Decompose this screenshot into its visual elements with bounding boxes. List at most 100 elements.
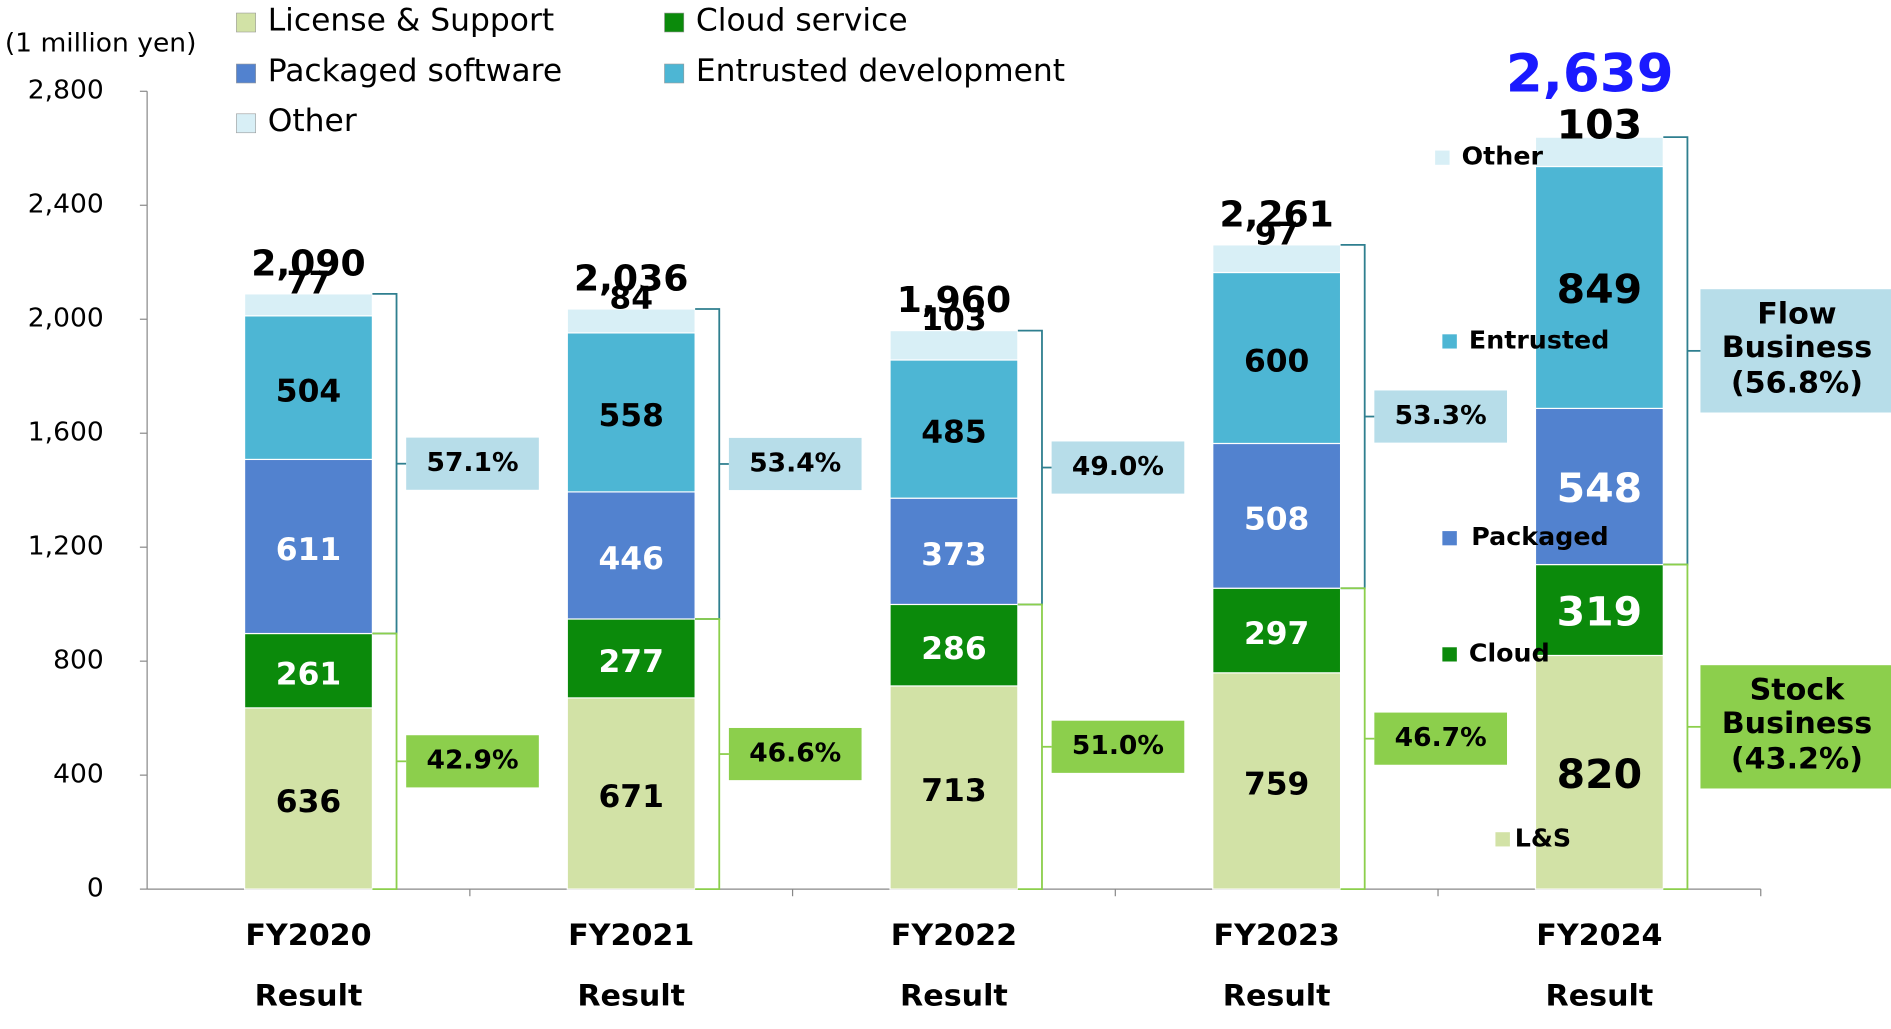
inline-swatch	[1435, 150, 1450, 165]
segment-label: 558	[599, 398, 664, 434]
share-box	[1700, 665, 1891, 789]
bar-segment	[1212, 587, 1342, 674]
legend-label: Entrusted development	[696, 53, 1065, 89]
bracket	[1340, 243, 1366, 590]
bar-segment	[566, 697, 696, 890]
share-title: Business	[1722, 330, 1872, 365]
bar-segment	[243, 293, 374, 317]
bar-segment	[889, 359, 1019, 499]
share-box	[1051, 720, 1185, 773]
bracket	[1663, 136, 1689, 566]
share-title: Business	[1722, 706, 1872, 741]
bar-segment	[1534, 407, 1664, 566]
segment-label: 103	[921, 302, 986, 338]
bracket	[695, 618, 721, 891]
axis-unit: (1 million yen)	[5, 28, 197, 58]
bar-segment	[889, 603, 1019, 687]
bar-segment	[243, 315, 374, 461]
y-tick-label: 0	[87, 874, 104, 904]
segment-label: 485	[921, 415, 986, 451]
x-tick-sublabel: Result	[1546, 979, 1654, 1014]
bar-segment	[1212, 244, 1342, 274]
inline-series-label: Entrusted	[1469, 326, 1609, 355]
segment-label: 504	[276, 374, 341, 410]
inline-swatch	[1442, 334, 1457, 349]
bar-segment	[1212, 672, 1342, 890]
share-box	[728, 727, 862, 781]
share-label: (43.2%)	[1731, 742, 1863, 777]
legend-swatch	[664, 12, 685, 33]
y-tick-label: 2,800	[28, 76, 104, 106]
inline-swatch	[1442, 647, 1457, 662]
bracket	[1017, 329, 1043, 606]
x-tick-label: FY2024	[1536, 918, 1662, 953]
total-label: 2,090	[251, 244, 365, 285]
legend-label: Packaged software	[268, 53, 562, 89]
bracket	[372, 632, 398, 891]
bar-segment	[566, 618, 696, 699]
share-title: Flow	[1757, 297, 1836, 332]
segment-label: 671	[599, 779, 664, 815]
x-tick-sublabel: Result	[900, 979, 1008, 1014]
x-tick-label: FY2022	[891, 918, 1017, 953]
segment-label: 446	[599, 541, 664, 577]
segment-label: 759	[1244, 767, 1309, 803]
segment-label: 319	[1557, 588, 1643, 636]
inline-series-label: Packaged	[1471, 522, 1608, 551]
total-label: 2,261	[1219, 195, 1333, 236]
share-label: (56.8%)	[1731, 366, 1863, 401]
share-box	[1374, 390, 1508, 443]
bar-segment	[889, 497, 1019, 606]
share-label: 46.7%	[1395, 723, 1487, 753]
x-tick-label: FY2020	[245, 918, 371, 953]
segment-label: 600	[1244, 344, 1309, 380]
segment-label: 373	[921, 537, 986, 573]
share-label: 42.9%	[427, 746, 519, 776]
legend-swatch	[664, 63, 685, 84]
y-tick-label: 2,400	[28, 190, 104, 220]
segment-label: 77	[287, 266, 331, 302]
share-box	[1700, 289, 1891, 413]
share-box	[1051, 441, 1185, 494]
share-title: Stock	[1750, 673, 1846, 708]
x-tick-sublabel: Result	[1223, 979, 1331, 1014]
y-tick-label: 1,200	[28, 532, 104, 562]
x-tick-sublabel: Result	[255, 979, 363, 1014]
bar-segment	[1212, 271, 1342, 445]
bracket	[372, 292, 398, 635]
inline-series-label: Other	[1462, 142, 1544, 171]
y-tick-label: 800	[53, 646, 104, 676]
share-box	[728, 437, 862, 491]
x-tick-label: FY2023	[1214, 918, 1340, 953]
legend-swatch	[236, 12, 256, 33]
inline-series-label: Cloud	[1469, 639, 1550, 668]
segment-label: 84	[609, 281, 653, 317]
share-label: 51.0%	[1072, 731, 1164, 761]
legend-label: Other	[268, 103, 357, 139]
share-label: 46.6%	[749, 739, 841, 769]
segment-label: 508	[1244, 502, 1309, 538]
bracket	[1663, 563, 1689, 891]
segment-label: 103	[1557, 101, 1643, 149]
y-tick-label: 1,600	[28, 418, 104, 448]
share-box	[406, 437, 539, 490]
bar-segment	[889, 685, 1019, 890]
legend-label: License & Support	[268, 3, 554, 39]
share-label: 49.0%	[1072, 452, 1164, 482]
bar-segment	[889, 330, 1019, 361]
segment-label: 849	[1557, 265, 1643, 313]
share-box	[406, 735, 539, 788]
bar-segment	[1534, 563, 1664, 657]
y-tick-label: 2,000	[28, 304, 104, 334]
segment-label: 261	[276, 657, 341, 693]
inline-swatch	[1442, 531, 1457, 546]
segment-label: 286	[921, 631, 986, 667]
legend-swatch	[236, 113, 256, 134]
share-label: 57.1%	[427, 448, 519, 478]
inline-series-label: L&S	[1515, 823, 1571, 852]
share-label: 53.3%	[1395, 401, 1487, 431]
bracket	[695, 308, 721, 620]
bar-segment	[1534, 654, 1664, 890]
total-label: 1,960	[897, 280, 1011, 321]
